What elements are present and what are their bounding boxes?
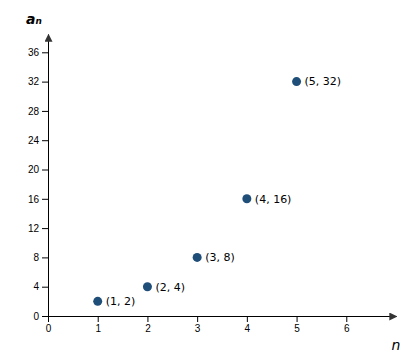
y-tick-mark <box>42 257 48 258</box>
y-tick-label: 20 <box>28 164 40 175</box>
plot-area: 012345604812162024283236(1, 2)(2, 4)(3, … <box>26 11 400 353</box>
x-tick-mark <box>147 316 148 322</box>
y-axis-label: aₙ <box>26 11 42 27</box>
point <box>193 253 202 262</box>
x-tick: 1 <box>95 316 101 334</box>
point <box>242 194 251 203</box>
x-axis-line <box>49 316 397 317</box>
x-tick-mark <box>297 316 298 322</box>
data-label: (2, 4) <box>155 281 185 294</box>
x-tick-label: 0 <box>46 323 52 334</box>
data-label: (4, 16) <box>255 193 292 206</box>
point <box>93 297 102 306</box>
y-tick: 24 <box>28 135 48 146</box>
y-tick-mark <box>42 111 48 112</box>
y-tick: 32 <box>28 76 48 87</box>
y-tick-mark <box>42 140 48 141</box>
y-tick-label: 8 <box>33 252 39 263</box>
y-tick-mark <box>42 170 48 171</box>
x-tick-mark <box>247 316 248 322</box>
y-tick-mark <box>42 199 48 200</box>
x-tick-mark <box>197 316 198 322</box>
x-tick-label: 1 <box>95 323 101 334</box>
data-label: (3, 8) <box>205 251 235 264</box>
x-axis-label: n <box>392 337 401 353</box>
data-label: (1, 2) <box>106 295 136 308</box>
x-tick: 3 <box>195 316 201 334</box>
y-tick-label: 32 <box>28 76 40 87</box>
x-tick: 4 <box>245 316 251 334</box>
x-tick: 0 <box>46 316 52 334</box>
y-tick-mark <box>42 316 48 317</box>
points <box>93 77 301 306</box>
y-tick-label: 24 <box>28 135 40 146</box>
data-label: (5, 32) <box>305 75 342 88</box>
chart-svg: 012345604812162024283236(1, 2)(2, 4)(3, … <box>0 0 420 360</box>
point <box>292 77 301 86</box>
y-tick-mark <box>42 52 48 53</box>
y-tick: 8 <box>33 252 48 263</box>
y-tick: 0 <box>33 311 48 322</box>
y-tick-mark <box>42 82 48 83</box>
x-axis: 0 1 2 3 4 5 6 <box>46 316 397 334</box>
x-tick-label: 2 <box>145 323 151 334</box>
x-tick-label: 3 <box>195 323 201 334</box>
x-tick-mark <box>346 316 347 322</box>
y-tick: 20 <box>28 164 48 175</box>
x-tick: 5 <box>294 316 300 334</box>
x-tick-label: 4 <box>245 323 251 334</box>
y-tick-label: 16 <box>28 194 40 205</box>
y-tick-label: 4 <box>33 281 39 292</box>
y-tick: 12 <box>28 223 48 234</box>
y-tick-mark <box>42 228 48 229</box>
y-tick-label: 0 <box>33 311 39 322</box>
x-tick: 6 <box>344 316 350 334</box>
x-tick-mark <box>48 316 49 322</box>
data-labels: (1, 2) (2, 4) (3, 8) (4, 16) (5, 32) <box>106 75 341 308</box>
y-tick-label: 36 <box>28 47 40 58</box>
x-tick-label: 6 <box>344 323 350 334</box>
y-tick-label: 12 <box>28 223 40 234</box>
y-tick: 4 <box>33 281 48 292</box>
y-tick-label: 28 <box>28 106 40 117</box>
x-tick-label: 5 <box>294 323 300 334</box>
y-axis-line <box>48 35 49 317</box>
y-tick: 36 <box>28 47 48 58</box>
point <box>143 282 152 291</box>
y-axis: 0 4 8 12 16 20 24 28 32 36 <box>28 35 49 322</box>
y-tick: 16 <box>28 194 48 205</box>
y-tick: 28 <box>28 106 48 117</box>
x-tick: 2 <box>145 316 151 334</box>
y-tick-mark <box>42 287 48 288</box>
x-tick-mark <box>98 316 99 322</box>
chart-container: 012345604812162024283236(1, 2)(2, 4)(3, … <box>0 0 420 360</box>
